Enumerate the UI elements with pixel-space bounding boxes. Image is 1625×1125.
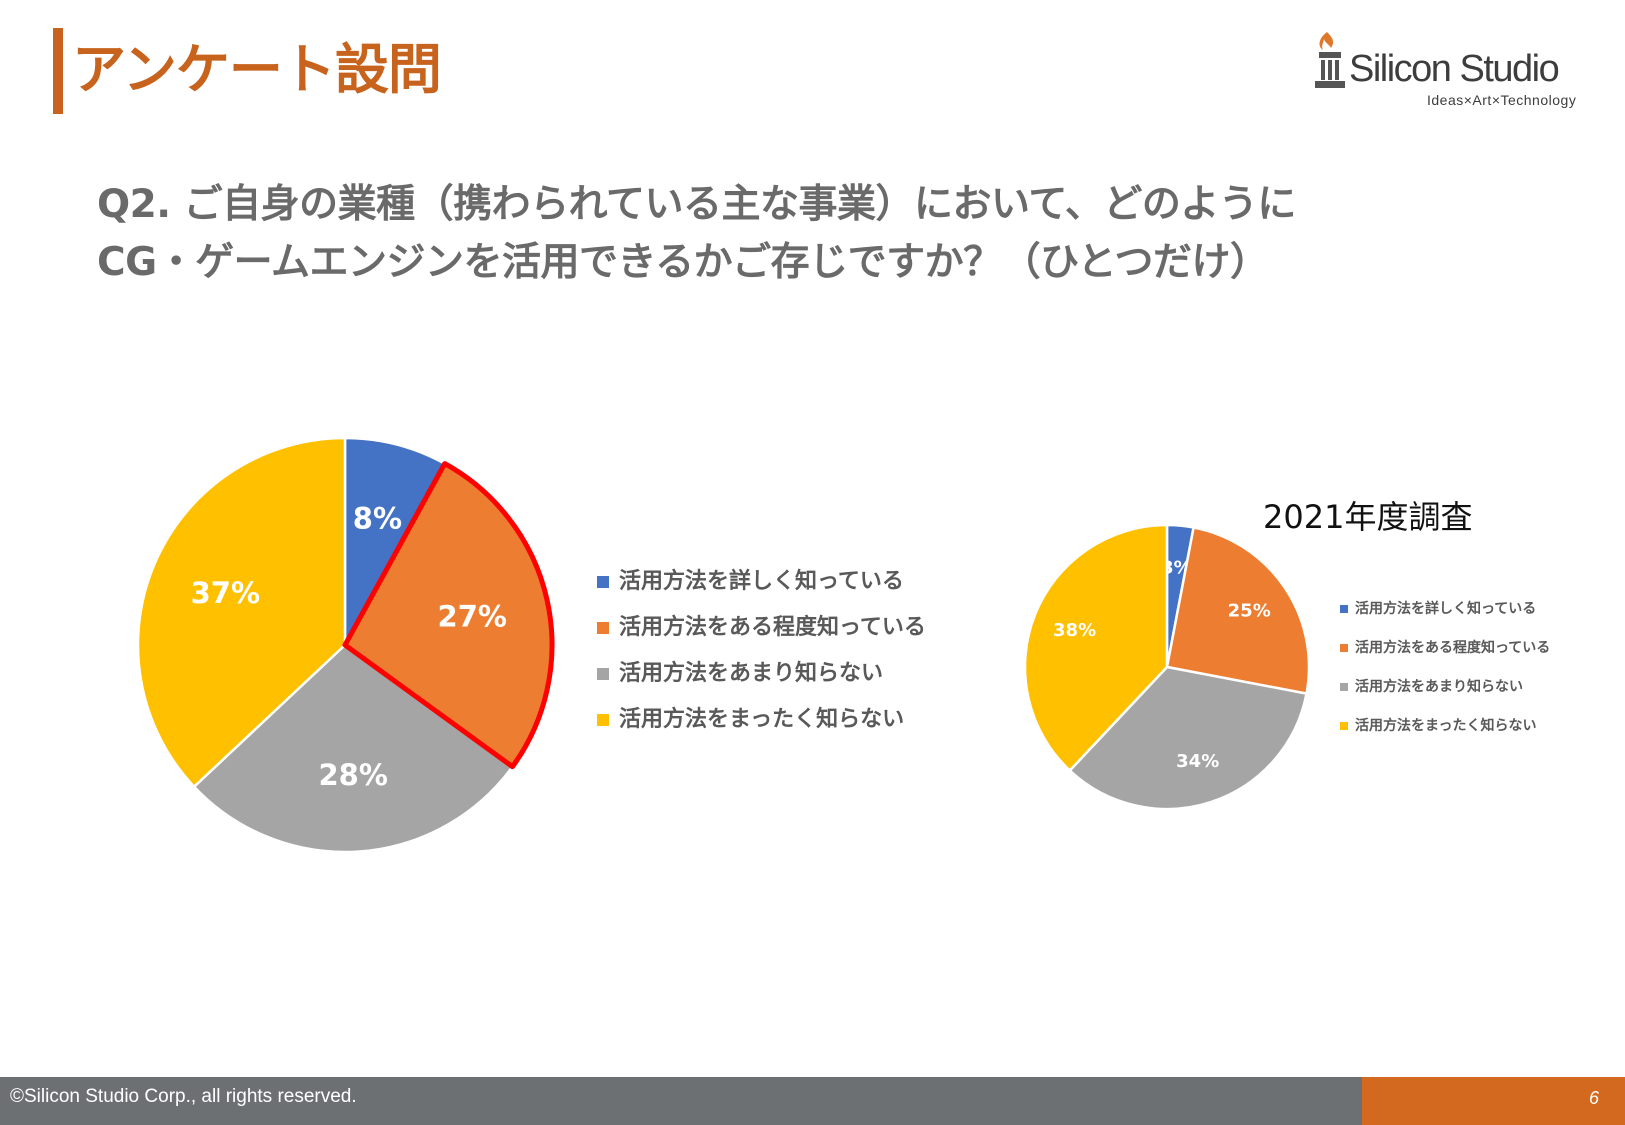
legend-label: 活用方法をまったく知らない <box>1355 718 1537 734</box>
pillar-flame-icon <box>1315 32 1345 88</box>
footer: ©Silicon Studio Corp., all rights reserv… <box>0 1077 1625 1125</box>
data-label-barely-know: 34% <box>1176 751 1219 772</box>
legend-label: 活用方法をある程度知っている <box>1355 640 1551 656</box>
data-label-know-somewhat: 27% <box>438 600 507 634</box>
highlight-outline <box>342 461 555 770</box>
legend-label: 活用方法を詳しく知っている <box>619 569 904 594</box>
data-label-know-well: 8% <box>353 502 402 536</box>
pie-slice-barely-know <box>192 643 514 854</box>
previous-survey-pie-chart: 3%25%34%38% <box>1023 523 1311 811</box>
legend-swatch <box>1340 644 1348 652</box>
copyright-text: ©Silicon Studio Corp., all rights reserv… <box>10 1086 357 1107</box>
legend-label: 活用方法をある程度知っている <box>619 615 926 640</box>
legend-label: 活用方法を詳しく知っている <box>1355 601 1537 617</box>
question-line-1: Q2. ご自身の業種（携わられている主な事業）において、どのように <box>97 182 1296 227</box>
page-title: アンケート設問 <box>72 38 442 101</box>
data-label-do-not-know: 37% <box>191 576 260 610</box>
company-logo: Silicon Studio Ideas×Art×Technology <box>1303 26 1603 116</box>
pie-slice-do-not-know <box>136 436 347 788</box>
legend-label: 活用方法をあまり知らない <box>619 661 884 686</box>
legend-label: 活用方法をあまり知らない <box>1355 679 1523 695</box>
previous-survey-title: 2021年度調査 <box>1263 498 1473 536</box>
pie-slice-do-not-know <box>1023 523 1169 772</box>
pie-slice-know-somewhat <box>1165 526 1311 695</box>
logo-wordmark: Silicon Studio <box>1349 48 1560 90</box>
legend-swatch <box>597 576 609 588</box>
legend-swatch <box>1340 683 1348 691</box>
page-number: 6 <box>1588 1088 1599 1108</box>
legend-label: 活用方法をまったく知らない <box>619 707 905 732</box>
footer-accent-block: 6 <box>1362 1077 1625 1125</box>
legend-swatch <box>1340 722 1348 730</box>
pie-slice-barely-know <box>1068 665 1308 811</box>
legend-swatch <box>597 714 609 726</box>
data-label-do-not-know: 38% <box>1053 620 1096 641</box>
title-accent-bar <box>53 28 63 114</box>
data-label-barely-know: 28% <box>318 758 387 792</box>
current-survey-pie-chart: 8% 27% 28% 37% <box>136 436 555 854</box>
legend-swatch <box>597 622 609 634</box>
question-line-2: CG・ゲームエンジンを活用できるかご存じですか？（ひとつだけ） <box>97 240 1269 285</box>
legend-swatch <box>1340 605 1348 613</box>
legend-swatch <box>597 668 609 680</box>
question-text: Q2. ご自身の業種（携わられている主な事業）において、どのように CG・ゲーム… <box>97 176 1517 292</box>
logo-tagline: Ideas×Art×Technology <box>1427 92 1577 108</box>
data-label-know-somewhat: 25% <box>1228 601 1271 622</box>
